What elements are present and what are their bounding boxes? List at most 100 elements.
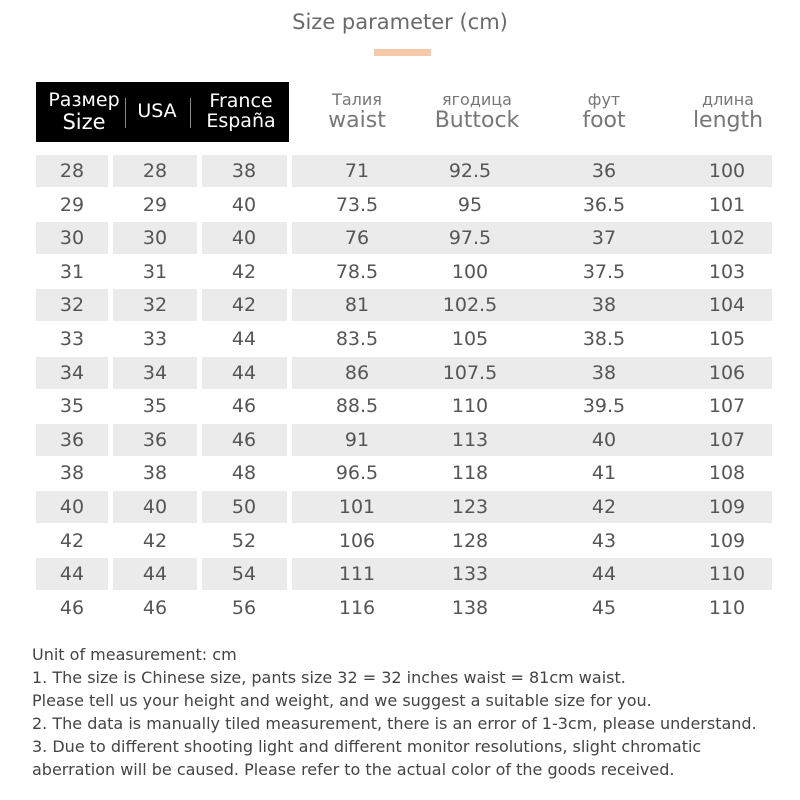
cell-waist: 111	[338, 563, 376, 586]
cell-buttock: 105	[451, 328, 489, 350]
note-line: 2. The data is manually tiled measuremen…	[32, 714, 757, 733]
table-row: 42 42 52 106 128 43 109	[0, 524, 800, 558]
cell-waist: 83.5	[335, 328, 379, 350]
cell-buttock: 100	[451, 260, 489, 283]
cell-waist: 116	[338, 596, 376, 619]
cell-buttock: 95	[457, 193, 483, 216]
cell-france: 52	[231, 529, 257, 552]
cell-usa: 46	[142, 596, 168, 619]
table-row: 44 44 54 111 133 44 110	[0, 557, 800, 591]
cell-buttock: 113	[451, 428, 489, 451]
row-stripe	[292, 423, 772, 456]
header-buttock-ru: ягодица	[442, 90, 512, 110]
row-stripe	[36, 289, 108, 322]
header-size-en: Size	[62, 109, 106, 134]
header-usa-en: USA	[137, 100, 177, 123]
cell-length: 109	[708, 529, 746, 552]
header-france-line1: France	[209, 90, 273, 113]
notes: Unit of measurement: cm 1. The size is C…	[32, 643, 757, 781]
cell-length: 101	[708, 193, 746, 216]
table-row: 33 33 44 83.5 105 38.5 105	[0, 322, 800, 356]
header-france: France España	[195, 82, 287, 142]
cell-foot: 43	[591, 529, 617, 552]
header-foot: фут foot	[554, 82, 654, 142]
row-stripe	[36, 155, 108, 187]
cell-france: 56	[231, 596, 257, 619]
cell-waist: 91	[344, 428, 370, 451]
cell-size: 38	[59, 462, 85, 485]
cell-length: 107	[708, 428, 746, 451]
header-waist-ru: Талия	[332, 90, 382, 110]
cell-france: 40	[231, 193, 257, 216]
cell-foot: 45	[591, 596, 617, 619]
row-stripe	[113, 356, 197, 389]
table-row: 34 34 44 86 107.5 38 106	[0, 356, 800, 390]
row-stripe	[36, 491, 108, 523]
note-line: Please tell us your height and weight, a…	[32, 691, 652, 710]
cell-size: 33	[59, 328, 85, 350]
cell-usa: 30	[142, 227, 168, 250]
cell-france: 42	[231, 260, 257, 283]
table-row: 46 46 56 116 138 45 110	[0, 591, 800, 625]
cell-foot: 39.5	[582, 395, 626, 418]
cell-france: 44	[231, 328, 257, 350]
cell-length: 103	[708, 260, 746, 283]
note-line: aberration will be caused. Please refer …	[32, 760, 675, 779]
header-usa: USA	[128, 82, 186, 142]
table-row: 30 30 40 76 97.5 37 102	[0, 221, 800, 255]
cell-foot: 37.5	[582, 260, 626, 283]
note-line: 1. The size is Chinese size, pants size …	[32, 668, 626, 687]
cell-buttock: 133	[451, 563, 489, 586]
cell-length: 104	[708, 294, 746, 317]
cell-waist: 86	[344, 361, 370, 384]
cell-usa: 28	[142, 160, 168, 182]
table-row: 28 28 38 71 92.5 36 100	[0, 154, 800, 188]
page-title: Size parameter (cm)	[292, 10, 508, 34]
cell-length: 100	[708, 160, 746, 182]
cell-waist: 78.5	[335, 260, 379, 283]
table-row: 31 31 42 78.5 100 37.5 103	[0, 255, 800, 289]
cell-length: 106	[708, 361, 746, 384]
cell-length: 107	[708, 395, 746, 418]
row-stripe	[113, 155, 197, 187]
cell-france: 50	[231, 496, 257, 518]
cell-foot: 38.5	[582, 328, 626, 350]
cell-buttock: 123	[451, 496, 489, 518]
cell-length: 105	[708, 328, 746, 350]
cell-usa: 44	[142, 563, 168, 586]
cell-buttock: 97.5	[448, 227, 492, 250]
header-buttock: ягодица Buttock	[412, 82, 542, 142]
row-stripe	[202, 289, 287, 322]
cell-waist: 101	[338, 496, 376, 518]
cell-buttock: 138	[451, 596, 489, 619]
cell-length: 110	[708, 563, 746, 586]
row-stripe	[202, 423, 287, 456]
header-size-ru: Размер	[48, 89, 120, 111]
cell-foot: 44	[591, 563, 617, 586]
header-buttock-en: Buttock	[434, 107, 520, 133]
row-stripe	[36, 558, 108, 591]
header-length-ru: длина	[702, 90, 754, 110]
cell-france: 40	[231, 227, 257, 250]
cell-size: 28	[59, 160, 85, 182]
cell-length: 110	[708, 596, 746, 619]
row-stripe	[202, 222, 287, 255]
header-length-en: length	[692, 107, 764, 133]
header-divider	[125, 98, 126, 128]
row-stripe	[202, 558, 287, 591]
cell-usa: 38	[142, 462, 168, 485]
cell-foot: 36.5	[582, 193, 626, 216]
row-stripe	[36, 356, 108, 389]
cell-foot: 42	[591, 496, 617, 518]
row-stripe	[292, 558, 772, 591]
row-stripe	[292, 491, 772, 523]
row-stripe	[292, 155, 772, 187]
table-row: 35 35 46 88.5 110 39.5 107	[0, 389, 800, 423]
cell-foot: 38	[591, 294, 617, 317]
row-stripe	[292, 356, 772, 389]
cell-waist: 96.5	[335, 462, 379, 485]
cell-france: 46	[231, 428, 257, 451]
cell-waist: 71	[344, 160, 370, 182]
cell-france: 54	[231, 563, 257, 586]
cell-usa: 35	[142, 395, 168, 418]
